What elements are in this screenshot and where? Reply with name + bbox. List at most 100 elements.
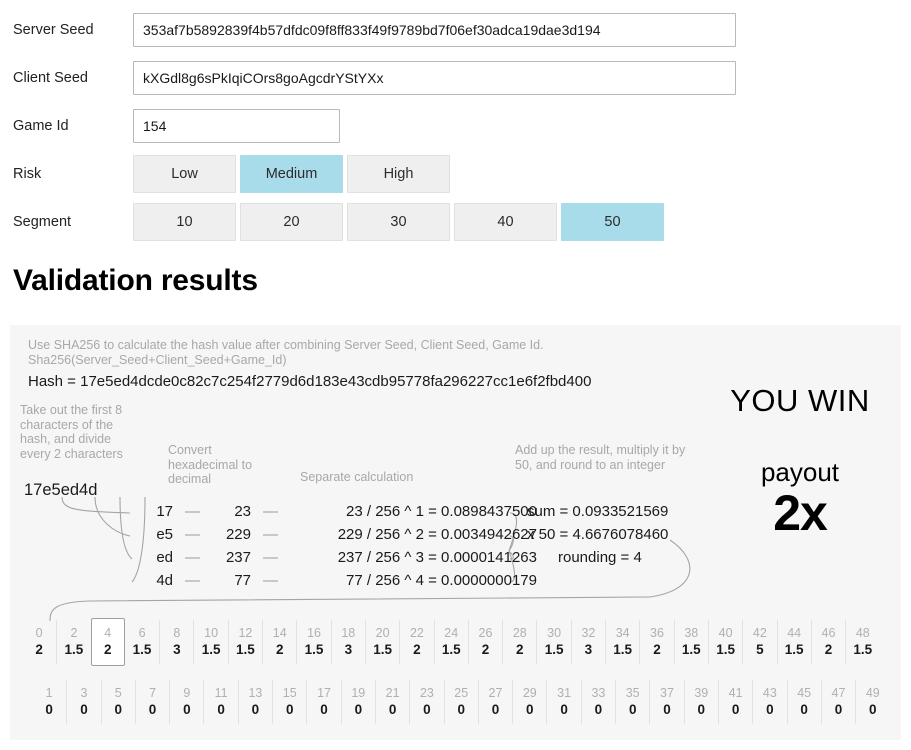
segment-cell[interactable]: 47 0 <box>820 680 855 724</box>
segment-option-10[interactable]: 10 <box>133 203 236 241</box>
segment-cell-value: 0 <box>526 701 534 717</box>
segment-cell[interactable]: 17 0 <box>306 680 340 724</box>
segment-cell[interactable]: 18 3 <box>330 620 365 664</box>
risk-option-high[interactable]: High <box>347 155 450 193</box>
segment-cell-index: 7 <box>149 685 157 700</box>
segment-cell[interactable]: 10 1.5 <box>193 620 227 664</box>
game-id-input[interactable] <box>133 109 340 143</box>
segment-cell[interactable]: 36 2 <box>639 620 673 664</box>
segment-cell-index: 21 <box>385 685 400 700</box>
segment-cell[interactable]: 33 0 <box>580 680 615 724</box>
server-seed-input[interactable] <box>133 13 736 47</box>
segment-cell-value: 0 <box>285 701 294 717</box>
segment-cell[interactable]: 37 0 <box>649 680 683 724</box>
segment-cell[interactable]: 48 1.5 <box>845 620 879 664</box>
calc-connector-dash: — <box>263 549 278 566</box>
server-seed-label: Server Seed <box>13 21 94 38</box>
segment-cell[interactable]: 49 0 <box>855 680 889 724</box>
segment-cell-value: 0 <box>388 701 397 717</box>
calc-hex-value: 17 <box>156 503 173 520</box>
segment-cell[interactable]: 20 1.5 <box>364 620 399 664</box>
segment-cell[interactable]: 44 1.5 <box>776 620 811 664</box>
segment-cell[interactable]: 42 5 <box>742 620 776 664</box>
segment-cell-value: 2 <box>35 641 43 657</box>
hash-value: Hash = 17e5ed4dcde0c82c7c254f2779d6d183e… <box>28 373 592 390</box>
segment-cell[interactable]: 23 0 <box>409 680 443 724</box>
segment-cell-index: 47 <box>831 685 846 700</box>
page-title: Validation results <box>13 264 258 297</box>
calculation-row: 4d — 77 — 77 / 256 ^ 4 = 0.0000000179 <box>143 569 537 592</box>
segment-cell-value: 1.5 <box>132 641 152 657</box>
segment-cell[interactable]: 27 0 <box>477 680 512 724</box>
segment-cell[interactable]: 12 1.5 <box>227 620 262 664</box>
segment-cell[interactable]: 21 0 <box>374 680 409 724</box>
segment-cell-value: 0 <box>354 701 363 717</box>
segment-cell[interactable]: 14 2 <box>262 620 296 664</box>
segment-option-50[interactable]: 50 <box>561 203 664 241</box>
segment-cell[interactable]: 45 0 <box>786 680 821 724</box>
payout-label: payout <box>760 457 840 487</box>
segment-cell[interactable]: 39 0 <box>683 680 718 724</box>
segment-cell[interactable]: 19 0 <box>340 680 375 724</box>
form-row-server-seed: Server Seed <box>0 6 911 54</box>
sha256-instruction-line1: Use SHA256 to calculate the hash value a… <box>28 338 544 352</box>
segment-cell-value: 0 <box>731 701 740 717</box>
segment-cell-index: 22 <box>409 625 424 640</box>
segment-cell-index: 36 <box>650 625 664 640</box>
risk-option-low[interactable]: Low <box>133 155 236 193</box>
segment-cell[interactable]: 22 2 <box>399 620 433 664</box>
segment-cell-value: 1.5 <box>613 641 633 657</box>
segment-cell-value: 0 <box>766 701 774 717</box>
segment-cell[interactable]: 35 0 <box>615 680 649 724</box>
segment-cell-index: 38 <box>684 625 699 640</box>
segment-option-30[interactable]: 30 <box>347 203 450 241</box>
segment-cell[interactable]: 15 0 <box>272 680 306 724</box>
segment-cell[interactable]: 28 2 <box>502 620 536 664</box>
segment-cell-index: 29 <box>522 685 537 700</box>
segment-cell[interactable]: 29 0 <box>512 680 546 724</box>
segment-label: Segment <box>13 213 72 230</box>
segment-cell[interactable]: 6 1.5 <box>125 620 159 664</box>
segment-cell[interactable]: 46 2 <box>810 620 845 664</box>
segment-cell[interactable]: 34 1.5 <box>605 620 639 664</box>
segment-option-40[interactable]: 40 <box>454 203 557 241</box>
segment-cell[interactable]: 26 2 <box>467 620 502 664</box>
segment-cell[interactable]: 24 1.5 <box>433 620 468 664</box>
segment-cell[interactable]: 43 0 <box>752 680 786 724</box>
segment-cell-value: 1.5 <box>441 641 461 657</box>
segment-cell[interactable]: 16 1.5 <box>296 620 330 664</box>
client-seed-input[interactable] <box>133 61 736 95</box>
segment-cell[interactable]: 40 1.5 <box>707 620 742 664</box>
segment-cell[interactable]: 13 0 <box>237 680 272 724</box>
segment-cell-value: 2 <box>413 641 421 657</box>
note-separate-calculation: Separate calculation <box>300 470 414 484</box>
segment-cell[interactable]: 32 3 <box>570 620 605 664</box>
segment-cell[interactable]: 11 0 <box>203 680 237 724</box>
segment-option-20[interactable]: 20 <box>240 203 343 241</box>
segment-cell[interactable]: 38 1.5 <box>673 620 708 664</box>
calc-hex-value: e5 <box>156 526 173 543</box>
note-convert-hex-to-decimal: Convert hexadecimal to decimal <box>168 443 253 486</box>
segment-cell[interactable]: 2 1.5 <box>56 620 90 664</box>
segment-cell-value: 3 <box>344 641 353 657</box>
validation-results-panel: Use SHA256 to calculate the hash value a… <box>10 325 901 740</box>
segment-cell[interactable]: 31 0 <box>546 680 580 724</box>
segment-cell-value: 0 <box>697 701 706 717</box>
calc-hex-value: 4d <box>156 572 173 589</box>
segment-cell[interactable]: 30 1.5 <box>536 620 570 664</box>
risk-option-medium[interactable]: Medium <box>240 155 343 193</box>
segment-cell[interactable]: 25 0 <box>443 680 478 724</box>
segment-cell-index: 48 <box>855 625 870 640</box>
segment-cell[interactable]: 41 0 <box>717 680 752 724</box>
segment-table-even: 0 2 2 1.5 4 2 6 1.5 8 3 10 1.5 12 1.5 14 2 16 1.5 18 3 20 1.5… <box>22 618 879 666</box>
segment-cell-index: 18 <box>341 625 356 640</box>
calculation-row: 17 — 23 — 23 / 256 ^ 1 = 0.0898437500 <box>143 500 537 523</box>
